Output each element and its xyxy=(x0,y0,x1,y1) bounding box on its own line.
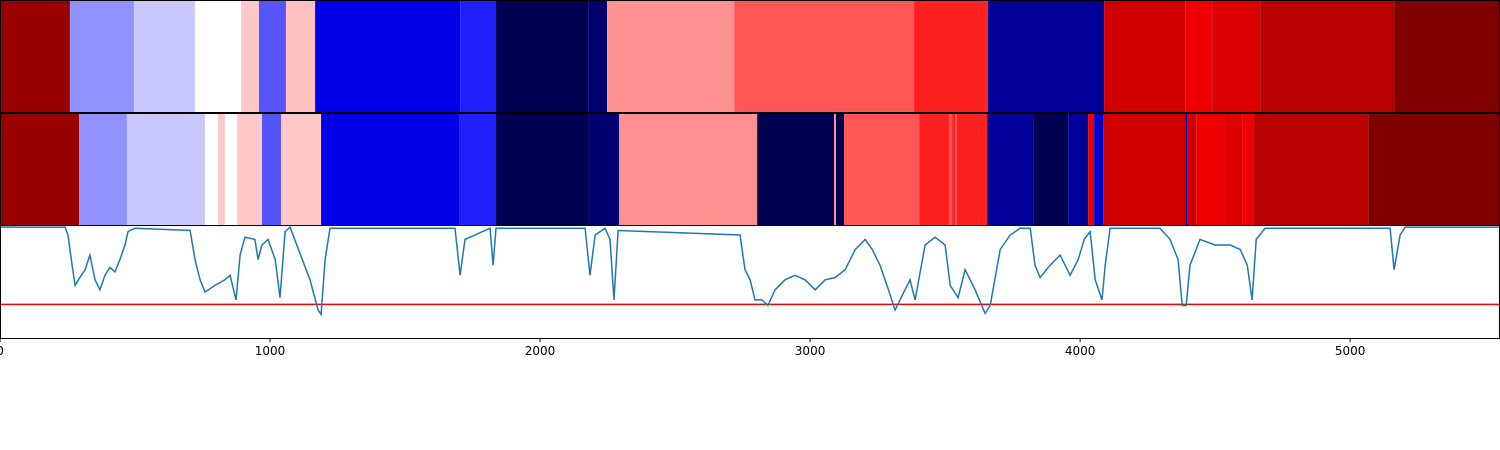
segment xyxy=(836,114,845,225)
segment xyxy=(1242,114,1254,225)
segment xyxy=(258,1,286,112)
segment xyxy=(956,114,988,225)
x-tick-label: 4000 xyxy=(1065,344,1096,358)
segment xyxy=(919,114,950,225)
segment xyxy=(1068,114,1089,225)
segment xyxy=(952,114,956,225)
x-tick-label: 3000 xyxy=(795,344,826,358)
segment xyxy=(204,114,218,225)
segment xyxy=(914,1,989,112)
segment xyxy=(1103,114,1186,225)
segment xyxy=(1368,114,1500,225)
x-tick-label: 0 xyxy=(0,344,4,358)
segment xyxy=(0,114,80,225)
segment xyxy=(1033,114,1069,225)
segment xyxy=(955,114,957,225)
segment xyxy=(460,1,497,112)
segment xyxy=(607,1,735,112)
segment xyxy=(496,114,589,225)
segment xyxy=(1260,1,1395,112)
segment xyxy=(949,114,953,225)
confidence-line xyxy=(0,226,1500,317)
segment xyxy=(241,1,259,112)
segment xyxy=(261,114,282,225)
segment xyxy=(734,1,915,112)
segment xyxy=(133,1,195,112)
segment xyxy=(224,114,238,225)
segment xyxy=(0,1,70,112)
segment xyxy=(496,1,589,112)
segment xyxy=(1224,114,1243,225)
segment xyxy=(844,114,920,225)
segment xyxy=(217,114,225,225)
segment xyxy=(321,114,460,225)
segment xyxy=(1094,114,1104,225)
segment xyxy=(1394,1,1500,112)
x-tick-label: 5000 xyxy=(1335,344,1366,358)
x-tick-label: 1000 xyxy=(255,344,286,358)
segment xyxy=(988,1,1105,112)
segment xyxy=(1212,1,1261,112)
segment xyxy=(69,1,134,112)
segment xyxy=(834,114,837,225)
segment xyxy=(588,114,620,225)
segment xyxy=(281,114,322,225)
segment xyxy=(987,114,1034,225)
segment xyxy=(126,114,205,225)
segment xyxy=(1104,1,1186,112)
segment xyxy=(285,1,316,112)
segment xyxy=(619,114,758,225)
x-tick-label: 2000 xyxy=(525,344,556,358)
segment xyxy=(1185,1,1213,112)
segment xyxy=(757,114,835,225)
segment xyxy=(1185,114,1188,225)
segment xyxy=(1253,114,1369,225)
segment xyxy=(1088,114,1095,225)
segment xyxy=(237,114,262,225)
segment xyxy=(588,1,608,112)
segment xyxy=(459,114,497,225)
segment xyxy=(194,1,242,112)
segment xyxy=(315,1,461,112)
segment xyxy=(1196,114,1225,225)
segment xyxy=(1187,114,1197,225)
segment xyxy=(79,114,127,225)
